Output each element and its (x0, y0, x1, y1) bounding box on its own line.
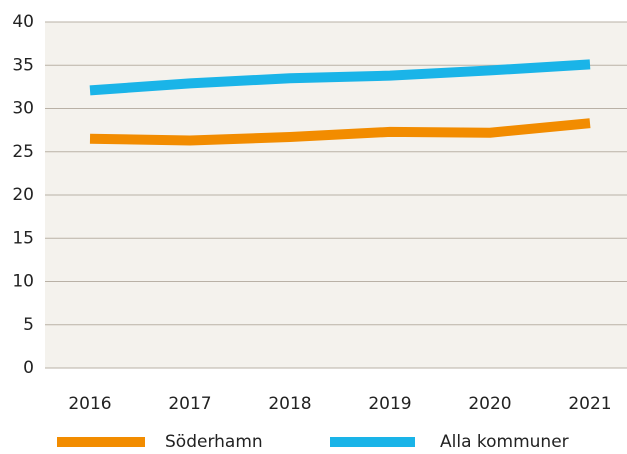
y-tick-label: 25 (12, 142, 34, 162)
y-tick-label: 40 (12, 12, 34, 32)
x-tick-label: 2017 (168, 394, 211, 414)
y-tick-label: 15 (12, 228, 34, 248)
y-tick-label: 10 (12, 272, 34, 292)
y-tick-label: 5 (23, 315, 34, 335)
x-tick-label: 2020 (468, 394, 511, 414)
series-line (89, 59, 591, 96)
x-tick-label: 2019 (368, 394, 411, 414)
legend-label: Söderhamn (165, 432, 263, 452)
x-tick-label: 2018 (268, 394, 311, 414)
x-tick-label: 2021 (568, 394, 611, 414)
y-tick-label: 35 (12, 55, 34, 75)
y-tick-label: 0 (23, 358, 34, 378)
series-line (89, 118, 591, 146)
legend-label: Alla kommuner (440, 432, 569, 452)
y-tick-label: 30 (12, 99, 34, 119)
x-tick-label: 2016 (68, 394, 111, 414)
y-tick-label: 20 (12, 185, 34, 205)
